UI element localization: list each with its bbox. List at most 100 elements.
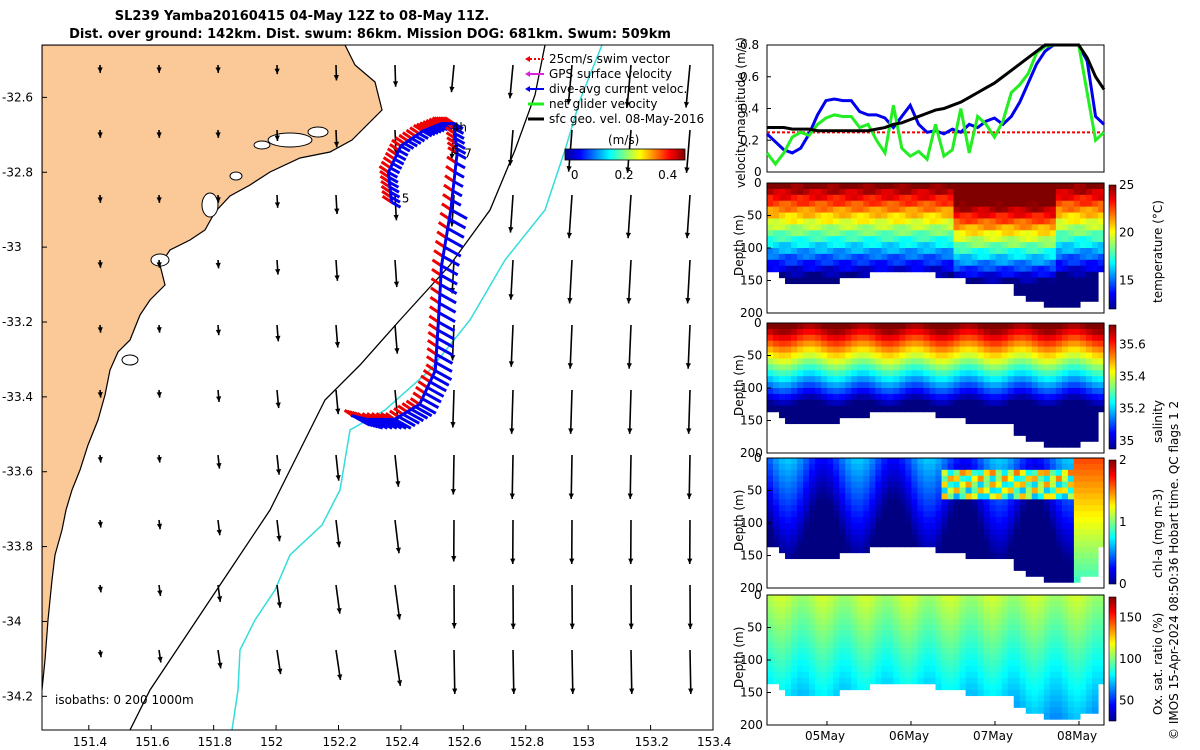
heatmap-cell bbox=[875, 499, 882, 506]
heatmap-cell bbox=[911, 463, 919, 471]
heatmap-cell bbox=[1073, 194, 1081, 202]
heatmap-cell bbox=[1091, 517, 1099, 524]
heatmap-cell bbox=[1019, 606, 1027, 614]
heatmap-cell bbox=[1007, 411, 1015, 419]
heatmap-cell bbox=[1067, 505, 1075, 512]
heatmap-cell bbox=[965, 606, 973, 614]
heatmap-cell bbox=[1007, 528, 1015, 536]
swim-vector bbox=[441, 202, 452, 211]
heatmap-cell bbox=[1067, 295, 1075, 302]
heatmap-cell bbox=[1091, 689, 1099, 697]
heatmap-cell bbox=[959, 188, 967, 196]
heatmap-cell bbox=[1037, 417, 1045, 425]
heatmap-cell bbox=[995, 277, 1003, 285]
heatmap-cell bbox=[1013, 505, 1021, 512]
heatmap-cell bbox=[1007, 481, 1015, 489]
heatmap-cell bbox=[851, 618, 858, 626]
heatmap-cell bbox=[935, 458, 943, 465]
heatmap-cell bbox=[977, 618, 985, 626]
dive-avg-vector bbox=[443, 245, 462, 258]
heatmap-cell bbox=[821, 236, 828, 243]
heatmap-cell bbox=[797, 505, 804, 512]
heatmap-cell bbox=[1091, 346, 1099, 354]
heatmap-cell bbox=[959, 540, 967, 548]
heatmap-cell bbox=[821, 523, 828, 530]
heatmap-cell bbox=[935, 612, 943, 620]
heatmap-cell bbox=[857, 534, 864, 542]
heatmap-cell bbox=[779, 265, 786, 273]
heatmap-cell bbox=[917, 595, 925, 602]
heatmap-cell bbox=[1001, 206, 1009, 214]
heatmap-cell bbox=[863, 595, 870, 602]
geo-arrow bbox=[512, 649, 515, 694]
heatmap-cell bbox=[1073, 642, 1081, 649]
heatmap-cell bbox=[1097, 242, 1105, 249]
heatmap-cell bbox=[959, 224, 967, 231]
heatmap-cell bbox=[1049, 370, 1057, 377]
heatmap-cell bbox=[803, 340, 810, 348]
heatmap-cell bbox=[941, 511, 949, 518]
heatmap-cell bbox=[923, 242, 931, 249]
heatmap-cell bbox=[1091, 642, 1099, 649]
heatmap-cell bbox=[1013, 429, 1021, 436]
heatmap-cell bbox=[773, 493, 780, 500]
heatmap-cell bbox=[815, 323, 822, 330]
heatmap-cell bbox=[1079, 295, 1087, 302]
heatmap-cell bbox=[1097, 236, 1105, 243]
heatmap-cell bbox=[1019, 283, 1027, 290]
heatmap-cell bbox=[905, 405, 913, 413]
heatmap-cell bbox=[1073, 689, 1081, 697]
heatmap-cell bbox=[1079, 364, 1087, 371]
heatmap-cell bbox=[875, 328, 882, 336]
heatmap-cell bbox=[965, 236, 973, 243]
heatmap-cell bbox=[821, 546, 828, 554]
heatmap-cell bbox=[869, 654, 876, 661]
heatmap-cell bbox=[905, 642, 913, 649]
heatmap-cell bbox=[905, 242, 913, 249]
heatmap-cell bbox=[983, 600, 991, 608]
heatmap-cell bbox=[953, 624, 961, 632]
heatmap-cell bbox=[1079, 183, 1087, 190]
y-tick-label: 50 bbox=[747, 484, 762, 498]
heatmap-cell bbox=[911, 405, 919, 413]
geo-arrowhead bbox=[449, 153, 455, 160]
heatmap-cell bbox=[851, 399, 858, 407]
heatmap-cell bbox=[887, 463, 894, 471]
heatmap-cell bbox=[1019, 271, 1027, 279]
heatmap-cell bbox=[821, 399, 828, 407]
heatmap-cell bbox=[851, 376, 858, 383]
swim-vector bbox=[425, 363, 437, 372]
heatmap-cell bbox=[1061, 458, 1069, 465]
heatmap-cell bbox=[1055, 283, 1063, 290]
heatmap-cell bbox=[971, 624, 979, 632]
heatmap-cell bbox=[1097, 677, 1105, 685]
heatmap-cell bbox=[929, 346, 937, 354]
heatmap-cell bbox=[869, 499, 876, 506]
heatmap-cell bbox=[1037, 701, 1045, 708]
heatmap-cell bbox=[773, 370, 780, 377]
heatmap-cell bbox=[1025, 499, 1033, 506]
heatmap-cell bbox=[1001, 648, 1009, 655]
heatmap-cell bbox=[1031, 630, 1039, 637]
heatmap-cell bbox=[905, 200, 913, 208]
heatmap-cell bbox=[995, 642, 1003, 649]
heatmap-cell bbox=[863, 600, 870, 608]
heatmap-cell bbox=[1019, 236, 1027, 243]
heatmap-cell bbox=[1019, 481, 1027, 489]
heatmap-cell bbox=[1043, 283, 1051, 290]
heatmap-cell bbox=[971, 546, 979, 554]
heatmap-cell bbox=[899, 630, 907, 637]
heatmap-cell bbox=[773, 481, 780, 489]
geo-arrow bbox=[509, 64, 514, 99]
heatmap-cell bbox=[1067, 334, 1075, 342]
heatmap-cell bbox=[773, 388, 780, 395]
heatmap-cell bbox=[779, 475, 786, 483]
heatmap-cell bbox=[1001, 212, 1009, 220]
heatmap-cell bbox=[983, 630, 991, 637]
heatmap-cell bbox=[1079, 376, 1087, 383]
heatmap-cell bbox=[767, 618, 774, 626]
heatmap-cell bbox=[797, 463, 804, 471]
heatmap-cell bbox=[827, 417, 834, 425]
heatmap-cell bbox=[779, 340, 786, 348]
heatmap-cell bbox=[1043, 701, 1051, 708]
